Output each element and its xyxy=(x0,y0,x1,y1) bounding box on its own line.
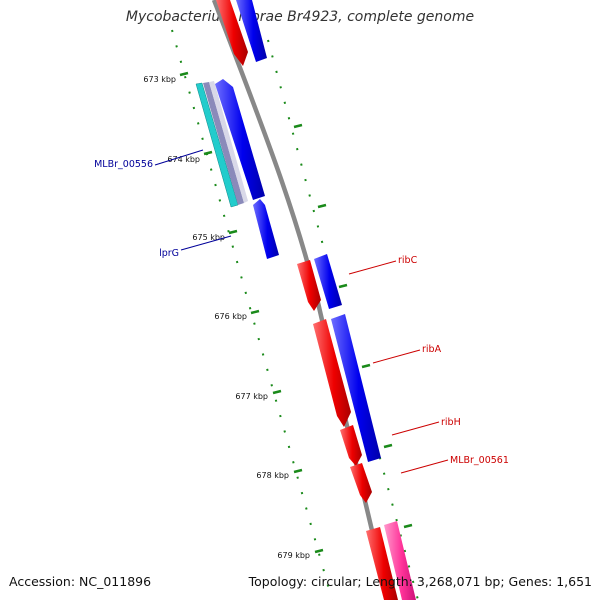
gene-riba-blue xyxy=(331,314,381,462)
gene-top-red xyxy=(216,0,248,66)
gene-mlbr00556-light xyxy=(209,81,248,203)
label-ribh: ribH xyxy=(391,417,461,436)
label-mlbr00556: MLBr_00556 xyxy=(94,149,204,170)
gene-riba-red xyxy=(313,319,351,427)
tick-675: 675 kbp xyxy=(192,229,238,242)
gene-bottom-pink xyxy=(384,521,416,600)
tick-677: 677 kbp xyxy=(235,389,282,401)
tick-label-677: 677 kbp xyxy=(235,392,268,401)
gene-label-lprg: lprG xyxy=(159,248,179,259)
genome-backbone xyxy=(211,0,391,600)
label-mlbr00561: MLBr_00561 xyxy=(400,455,509,474)
gene-forward-blue-1 xyxy=(215,79,265,200)
tick-674: 674 kbp xyxy=(167,150,213,164)
tick-679: 679 kbp xyxy=(277,548,324,560)
tick-label-679: 679 kbp xyxy=(277,551,310,560)
gene-ribh-red xyxy=(340,425,362,466)
gene-label-ribc: ribC xyxy=(398,255,418,266)
gene-bottom-red xyxy=(366,527,398,600)
tick-label-678: 678 kbp xyxy=(256,471,289,480)
label-ribc: ribC xyxy=(348,255,418,275)
gene-ribc-blue xyxy=(314,254,342,309)
inner-tick-ring xyxy=(171,29,333,600)
tick-label-675: 675 kbp xyxy=(192,233,225,242)
gene-ribc-red xyxy=(297,260,321,311)
gene-top-blue xyxy=(236,0,267,62)
gene-label-riba: ribA xyxy=(422,344,442,355)
label-riba: ribA xyxy=(372,344,442,364)
label-lprg: lprG xyxy=(159,235,232,259)
tick-label-674: 674 kbp xyxy=(167,155,200,164)
gene-label-ribh: ribH xyxy=(441,417,461,428)
gene-mlbr00556-purple xyxy=(203,82,244,205)
tick-676: 676 kbp xyxy=(214,309,260,321)
gene-label-mlbr00561: MLBr_00561 xyxy=(450,455,509,466)
accession-label: Accession: NC_011896 xyxy=(9,574,152,589)
gene-mlbr00561-red xyxy=(350,463,372,503)
tick-673: 673 kbp xyxy=(143,71,189,84)
outer-ring-major-ticks xyxy=(293,123,413,529)
tick-label-673: 673 kbp xyxy=(143,75,176,84)
gene-lprg-blue xyxy=(253,199,279,259)
map-title: Mycobacterium leprae Br4923, complete ge… xyxy=(125,9,475,25)
genome-summary: Topology: circular; Length: 3,268,071 bp… xyxy=(248,574,592,589)
tick-678: 678 kbp xyxy=(256,468,303,480)
tick-label-676: 676 kbp xyxy=(214,312,247,321)
gene-label-mlbr00556: MLBr_00556 xyxy=(94,159,153,170)
